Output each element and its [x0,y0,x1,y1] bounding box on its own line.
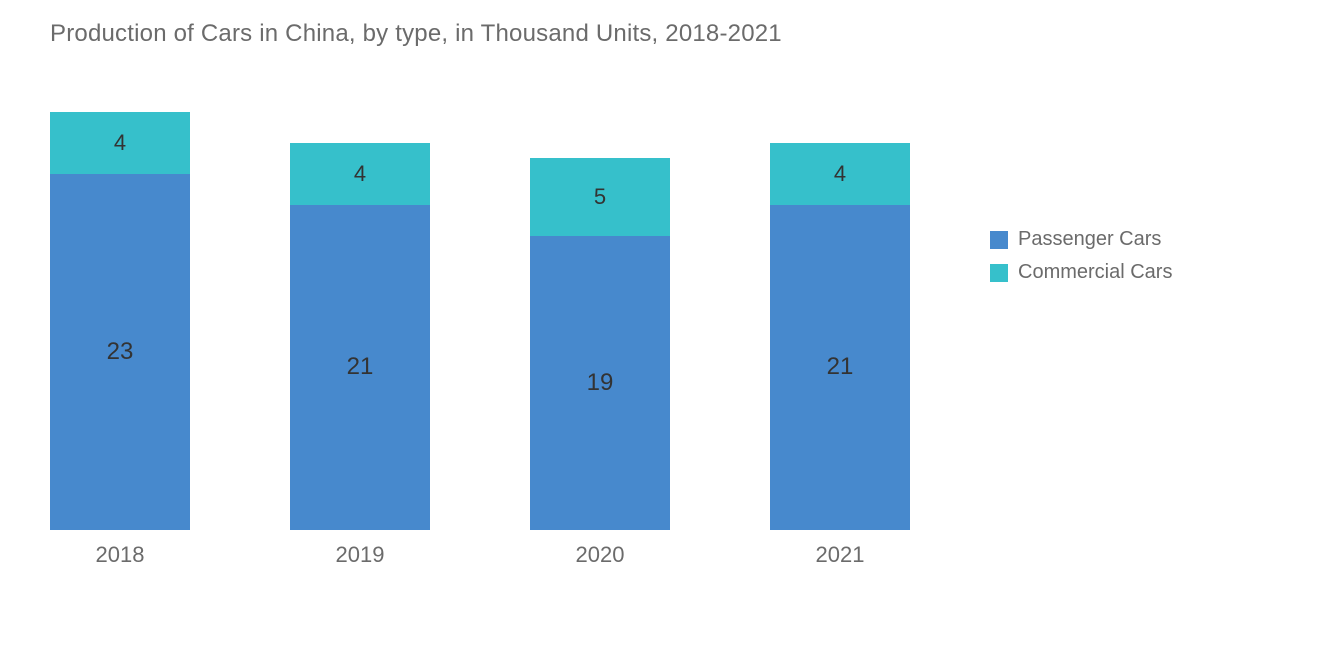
bar-stack: 4 23 [50,112,190,531]
chart-container: Production of Cars in China, by type, in… [0,0,1320,665]
bar-segment-passenger: 21 [290,205,430,531]
x-axis-label: 2020 [576,542,625,568]
bar-stack: 5 19 [530,158,670,530]
bar-stack: 4 21 [770,143,910,531]
legend-swatch-icon [990,231,1008,249]
bar-segment-commercial: 5 [530,158,670,236]
x-axis-label: 2018 [96,542,145,568]
x-axis-label: 2021 [816,542,865,568]
legend-item: Passenger Cars [990,228,1172,251]
legend: Passenger Cars Commercial Cars [990,228,1172,618]
bar-group: 5 19 2020 [530,158,670,568]
chart-area: 4 23 2018 4 21 2019 5 19 2020 [50,98,1290,618]
bar-segment-passenger: 19 [530,236,670,531]
bar-group: 4 21 2019 [290,143,430,569]
chart-title: Production of Cars in China, by type, in… [50,20,1290,48]
legend-swatch-icon [990,264,1008,282]
bar-group: 4 21 2021 [770,143,910,569]
bar-segment-passenger: 23 [50,174,190,531]
bars-region: 4 23 2018 4 21 2019 5 19 2020 [50,98,910,618]
legend-label: Commercial Cars [1018,261,1172,284]
bar-segment-passenger: 21 [770,205,910,531]
bar-group: 4 23 2018 [50,112,190,569]
bar-segment-commercial: 4 [50,112,190,174]
legend-item: Commercial Cars [990,261,1172,284]
bar-segment-commercial: 4 [290,143,430,205]
x-axis-label: 2019 [336,542,385,568]
legend-label: Passenger Cars [1018,228,1161,251]
bar-stack: 4 21 [290,143,430,531]
bar-segment-commercial: 4 [770,143,910,205]
